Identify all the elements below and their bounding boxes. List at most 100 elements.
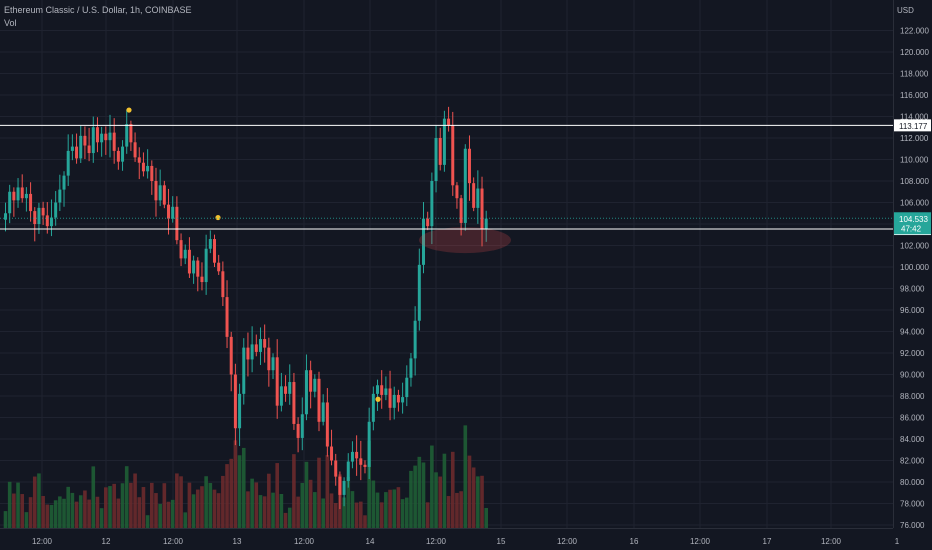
volume-bar — [359, 501, 363, 528]
candle-body — [158, 185, 162, 201]
volume-bar — [233, 440, 238, 528]
volume-bar — [162, 483, 167, 528]
volume-bar — [99, 508, 104, 528]
candle-body — [422, 218, 425, 265]
volume-bar — [154, 493, 158, 528]
candle-body — [79, 135, 83, 159]
candle-body — [204, 248, 208, 283]
candle-body — [250, 344, 254, 360]
candle-body — [317, 378, 321, 422]
volume-bar — [329, 493, 334, 528]
volume-bar — [321, 498, 325, 528]
level-price-label: 113.177 — [899, 122, 928, 131]
candle-body — [434, 138, 438, 181]
candle-body — [309, 370, 313, 392]
candle-body — [346, 461, 350, 481]
price-axis[interactable]: 76.000 78.000 80.000 82.000 84.000 86.000 88.0… — [893, 0, 932, 550]
volume-bar — [104, 487, 108, 528]
candle-body — [405, 377, 409, 398]
time-axis[interactable]: 12:00 12 12:00 13 12:00 14 12:00 15 12:00 16 12:00… — [0, 528, 932, 550]
volume-bar — [95, 496, 100, 528]
volume-bar — [275, 463, 279, 528]
symbol-title[interactable]: Ethereum Classic / U.S. Dollar, 1h, COIN… — [4, 5, 192, 15]
volume-bar — [404, 497, 409, 528]
candle-body — [363, 464, 367, 467]
candle-body — [196, 260, 200, 277]
candle-body — [338, 476, 342, 495]
candle-body — [442, 118, 446, 165]
candle-body — [200, 276, 204, 283]
volume-bar — [455, 492, 459, 528]
price-tick-label: 102.000 — [900, 242, 929, 251]
candle-body — [342, 480, 346, 495]
volume-bar — [342, 497, 346, 528]
candle-body — [104, 133, 108, 141]
time-tick-label: 12:00 — [426, 537, 447, 546]
candle-body — [267, 347, 271, 371]
candle-body — [376, 385, 380, 394]
volume-bar — [409, 470, 413, 528]
volume-bar — [459, 491, 463, 528]
chart-grid — [0, 0, 893, 528]
candle-body — [41, 207, 45, 216]
chart-legend: Ethereum Classic / U.S. Dollar, 1h, COIN… — [4, 4, 192, 30]
volume-bar — [392, 489, 397, 528]
candle-body — [112, 132, 116, 151]
candle-body — [70, 146, 74, 151]
volume-bar — [246, 491, 250, 528]
volume-bar — [300, 482, 305, 528]
candle-body — [229, 336, 233, 375]
currency-label: USD — [897, 6, 914, 15]
price-tick-label: 112.000 — [900, 134, 929, 143]
candle-body — [66, 150, 70, 176]
signal-marker — [215, 214, 221, 221]
candle-body — [121, 146, 125, 162]
candle-body — [83, 135, 87, 146]
candle-body — [447, 118, 451, 126]
candle-body — [29, 193, 33, 212]
candle-body — [467, 148, 471, 184]
volume-indicator-label[interactable]: Vol — [4, 18, 17, 28]
candle-body — [95, 127, 99, 143]
volume-bar — [137, 497, 142, 528]
candle-body — [384, 388, 388, 395]
signal-marker — [375, 396, 381, 402]
volume-bar — [271, 492, 275, 528]
volume-bar — [78, 495, 83, 528]
candle-body — [451, 125, 455, 186]
candle-body — [430, 181, 434, 227]
volume-bar — [183, 512, 188, 528]
candle-body — [238, 393, 242, 429]
candle-body — [263, 339, 267, 348]
volume-bar — [371, 480, 376, 528]
volume-bar — [212, 489, 217, 528]
candle-body — [4, 213, 7, 220]
candle-body — [355, 451, 359, 459]
candle-body — [75, 146, 79, 159]
volume-bar — [413, 465, 417, 528]
volume-bar — [191, 494, 196, 528]
volume-bar — [446, 496, 451, 528]
volume-bar — [350, 491, 355, 528]
candle-body — [87, 145, 91, 154]
candle-body — [225, 297, 229, 337]
volume-bar — [49, 504, 54, 528]
candle-body — [175, 206, 179, 241]
candle-body — [221, 271, 225, 298]
volume-bar — [112, 483, 116, 528]
time-tick-label: 12:00 — [32, 537, 53, 546]
candle-body — [321, 402, 325, 422]
candle-body — [208, 239, 212, 249]
price-tick-label: 118.000 — [900, 70, 929, 79]
volume-bar — [480, 475, 484, 528]
volume-bar — [216, 493, 221, 528]
volume-bar — [12, 493, 16, 528]
candle-body — [476, 188, 480, 208]
candle-body — [330, 446, 334, 461]
volume-bar — [384, 492, 388, 528]
volume-bar — [83, 490, 87, 528]
candle-body — [12, 191, 16, 201]
candle-body — [141, 162, 145, 172]
volume-bar — [179, 476, 183, 528]
